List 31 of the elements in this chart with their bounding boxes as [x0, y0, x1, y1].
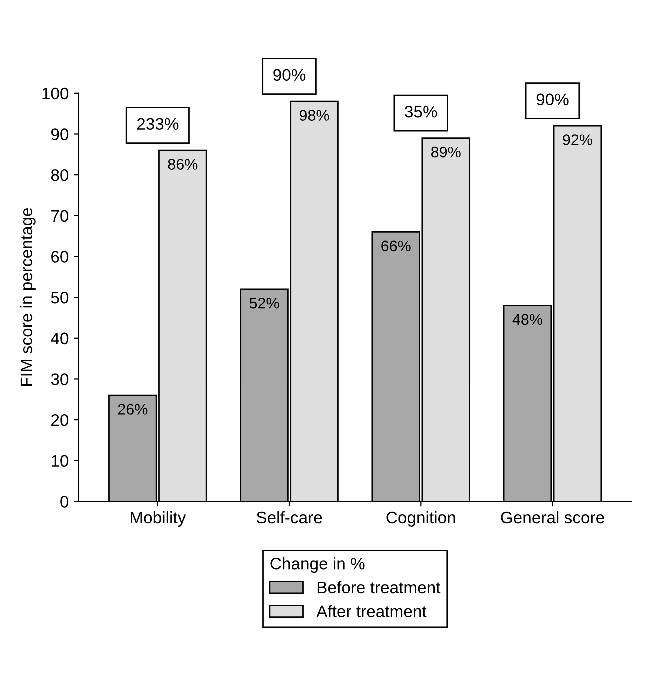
y-tick-label: 80 — [51, 169, 69, 182]
y-tick-label: 20 — [52, 414, 69, 426]
annotation: 233% — [137, 118, 179, 130]
text: 90% — [274, 69, 306, 82]
y-tick-label: 40 — [51, 332, 69, 345]
y-tick-label: 60 — [52, 251, 69, 263]
data-label: 89% — [432, 146, 461, 158]
x-tick-label: General score — [501, 511, 604, 524]
y-tick-label: 30 — [51, 374, 69, 386]
x-tick-label: Mobility — [131, 511, 186, 527]
data-label: 52% — [250, 298, 280, 309]
y-tick-label: 90 — [51, 128, 69, 140]
legend-title: Change in % — [270, 558, 365, 574]
y-tick-label: 70 — [52, 210, 69, 222]
x-tick-label: Self-care — [256, 511, 322, 524]
x-tick-label: Cognition — [386, 511, 456, 527]
data-label: 26% — [118, 404, 148, 415]
y-axis-title: FIM score in percentage — [20, 208, 36, 386]
annotation: 35% — [405, 106, 438, 118]
y-tick-label: 10 — [52, 455, 69, 468]
data-label: 86% — [168, 159, 198, 170]
data-label: 98% — [300, 110, 330, 121]
legend-label: Before treatment — [318, 581, 441, 594]
y-tick-label: 0 — [60, 496, 69, 508]
annotation: 90% — [536, 94, 569, 106]
data-label: 92% — [563, 134, 592, 146]
data-label: 48% — [512, 314, 542, 326]
legend-label: After treatment — [316, 605, 427, 618]
y-tick-label: 50 — [51, 292, 69, 304]
data-label: 66% — [382, 240, 411, 252]
y-tick-label: 100 — [42, 88, 69, 100]
